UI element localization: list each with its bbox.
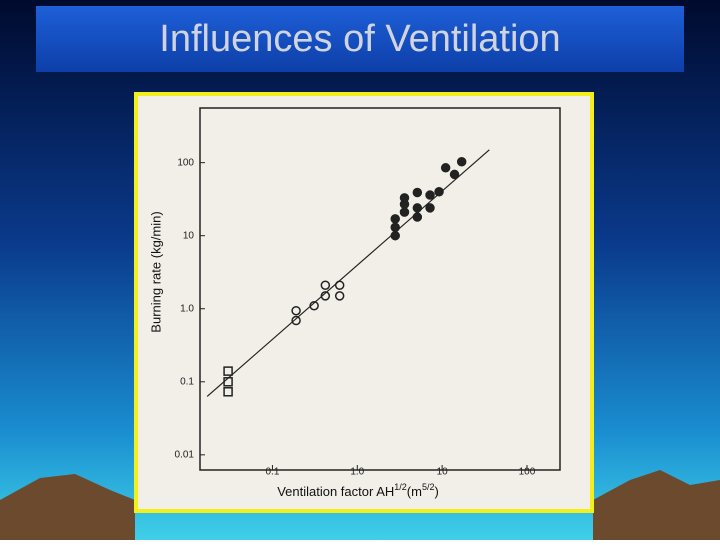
x-label-text: Ventilation factor AH [277,484,394,499]
y-tick-label: 100 [177,157,194,168]
figure-frame [134,92,594,513]
x-tick-label: 0.1 [265,467,279,478]
point [399,193,410,203]
y-axis-label: Burning rate (kg/min) [148,211,163,332]
mountain [593,470,720,540]
x-tick-label: 1.0 [350,467,364,478]
point [412,187,423,198]
x-tick-label: 10 [437,467,449,478]
point [223,366,233,376]
point [223,387,233,397]
x-axis-label: Ventilation factor AH1/2(m5/2) [277,482,439,499]
x-label-sup: 1/2 [394,482,407,492]
point [449,169,460,180]
y-tick-label: 0.01 [175,449,195,460]
x-tick-label: 100 [519,467,536,478]
point [412,212,423,222]
point [320,280,331,290]
point [291,305,301,316]
point [440,163,451,173]
point [412,203,423,213]
point [434,186,444,197]
plot-area [199,107,561,471]
chart-title: Influences of Ventilation [159,18,560,60]
x-label-sup: 5/2 [422,482,435,492]
point [390,230,400,241]
fit-line [206,149,490,397]
x-label-text: ) [434,484,438,499]
point [425,203,435,213]
point [425,190,435,200]
y-tick-label: 1.0 [180,303,194,314]
point [456,156,467,167]
title-bar [36,6,684,72]
mountain [0,474,135,540]
x-label-text: (m [407,484,422,499]
point [390,214,400,224]
point [334,291,345,301]
point [291,315,301,326]
y-tick-label: 10 [183,230,195,241]
y-tick-label: 0.1 [180,376,194,387]
point [399,207,410,217]
